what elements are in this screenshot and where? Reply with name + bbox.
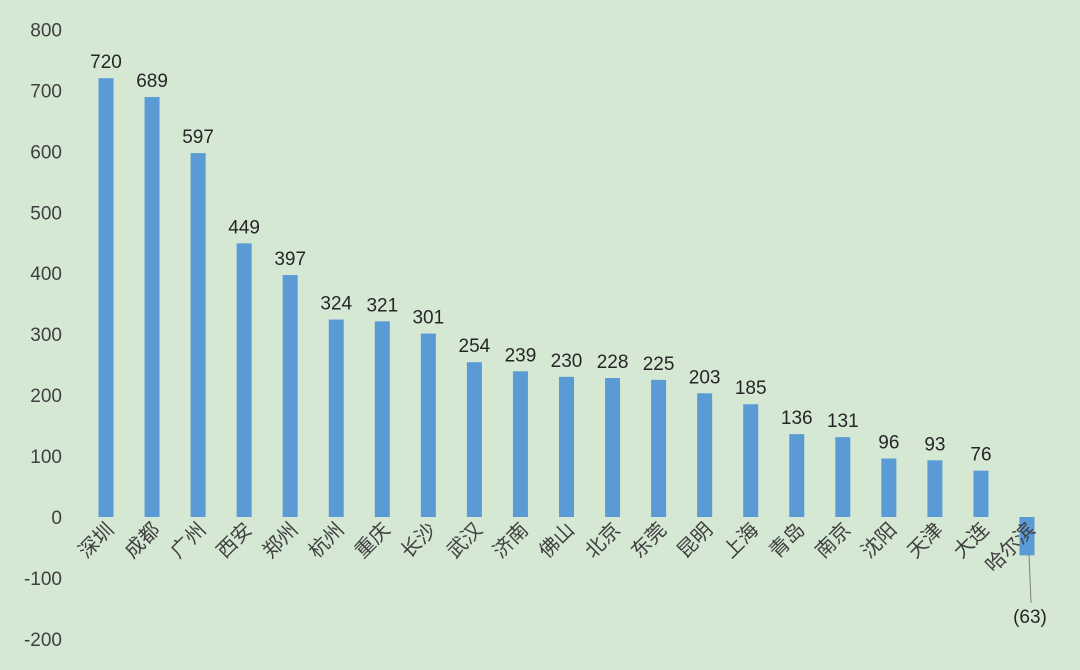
- data-label-19: 76: [970, 445, 991, 466]
- bar-14: [743, 404, 759, 517]
- data-label-3: 449: [228, 217, 260, 238]
- category-label-14: 上海: [719, 518, 764, 563]
- bar-18: [927, 460, 943, 517]
- category-label-6: 重庆: [350, 518, 395, 563]
- y-tick-label: 800: [30, 20, 62, 41]
- data-label-15: 136: [781, 408, 813, 429]
- data-label-2: 597: [182, 127, 214, 148]
- category-label-9: 济南: [488, 518, 533, 563]
- y-tick-label: 300: [30, 325, 62, 346]
- data-label-9: 239: [505, 345, 537, 366]
- data-label-11: 228: [597, 352, 629, 373]
- bar-3: [236, 243, 252, 517]
- bar-6: [374, 321, 390, 517]
- bar-19: [973, 470, 989, 517]
- category-label-15: 青岛: [765, 518, 810, 563]
- category-label-12: 东莞: [627, 518, 672, 563]
- data-label-16: 131: [827, 411, 859, 432]
- category-label-4: 郑州: [258, 518, 303, 563]
- data-label-17: 96: [878, 432, 899, 453]
- bar-20: [1019, 517, 1035, 556]
- data-label-10: 230: [551, 351, 583, 372]
- bar-4: [282, 275, 298, 517]
- data-label-7: 301: [412, 308, 444, 329]
- bar-1: [144, 97, 160, 517]
- category-label-13: 昆明: [673, 519, 717, 563]
- data-label-12: 225: [643, 354, 675, 375]
- bar-2: [190, 153, 206, 518]
- data-label-18: 93: [924, 434, 945, 455]
- bar-8: [466, 362, 482, 517]
- bar-12: [651, 379, 667, 517]
- y-tick-label: 400: [30, 264, 62, 285]
- category-label-7: 长沙: [396, 518, 441, 563]
- y-tick-label: 500: [30, 203, 62, 224]
- category-label-11: 北京: [581, 518, 626, 563]
- leader-line: [1028, 553, 1032, 604]
- data-label-1: 689: [136, 71, 168, 92]
- y-tick-label: -200: [24, 630, 62, 651]
- bar-11: [605, 378, 621, 517]
- y-axis: -200 -100 0 100 200 300 400 500 600 700 800: [24, 20, 62, 651]
- bar-9: [512, 371, 528, 517]
- category-labels: 深圳 成都 广州 西安 郑州 杭州 重庆 长沙 武汉 济南 佛山 北京 东莞 昆明 上海 青岛 南京 沈阳 天津 大连…: [74, 518, 1040, 577]
- y-tick-label: 600: [30, 142, 62, 163]
- data-label-6: 321: [366, 295, 398, 316]
- data-label-20: (63): [1013, 607, 1047, 628]
- y-tick-label: 700: [30, 81, 62, 102]
- category-label-17: 沈阳: [857, 518, 902, 563]
- data-label-13: 203: [689, 367, 721, 388]
- bar-16: [835, 437, 851, 517]
- category-label-18: 天津: [903, 518, 948, 563]
- data-label-4: 397: [274, 249, 306, 270]
- category-label-10: 佛山: [534, 518, 579, 563]
- data-label-5: 324: [320, 294, 352, 315]
- category-label-3: 西安: [212, 518, 257, 563]
- bar-15: [789, 434, 805, 517]
- category-label-5: 杭州: [304, 518, 349, 563]
- category-label-1: 成都: [120, 518, 165, 563]
- category-label-0: 深圳: [74, 518, 119, 563]
- category-label-8: 武汉: [442, 518, 487, 563]
- y-tick-label: 0: [51, 508, 62, 529]
- data-label-8: 254: [459, 336, 491, 357]
- data-labels: 720 689 597 449 397 324 321 301 254 239 230 228 225 2…: [90, 52, 1047, 628]
- bars: [98, 78, 1035, 556]
- y-tick-label: 200: [30, 386, 62, 407]
- data-label-14: 185: [735, 378, 767, 399]
- bar-13: [697, 393, 713, 517]
- bar-17: [881, 458, 897, 517]
- bar-10: [559, 376, 574, 517]
- bar-5: [328, 319, 344, 517]
- data-label-0: 720: [90, 52, 122, 73]
- bar-0: [98, 78, 114, 517]
- bar-7: [420, 333, 436, 517]
- category-label-16: 南京: [811, 518, 856, 563]
- y-tick-label: -100: [24, 569, 62, 590]
- y-tick-label: 100: [30, 447, 62, 468]
- category-label-2: 广州: [166, 518, 211, 563]
